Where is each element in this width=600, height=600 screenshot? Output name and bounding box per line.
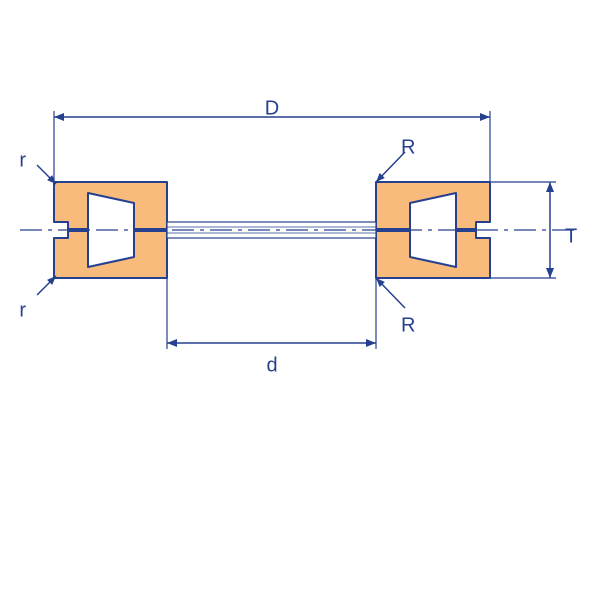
- label-d: d: [266, 354, 277, 376]
- label-R-top: R: [401, 136, 415, 158]
- bearing-diagram: Dd T R Rr r: [0, 0, 600, 600]
- label-D: D: [265, 97, 279, 119]
- label-r-top: r: [19, 149, 26, 171]
- label-r-bottom: r: [19, 299, 26, 321]
- label-T: T: [565, 225, 577, 247]
- label-R-bottom: R: [401, 314, 415, 336]
